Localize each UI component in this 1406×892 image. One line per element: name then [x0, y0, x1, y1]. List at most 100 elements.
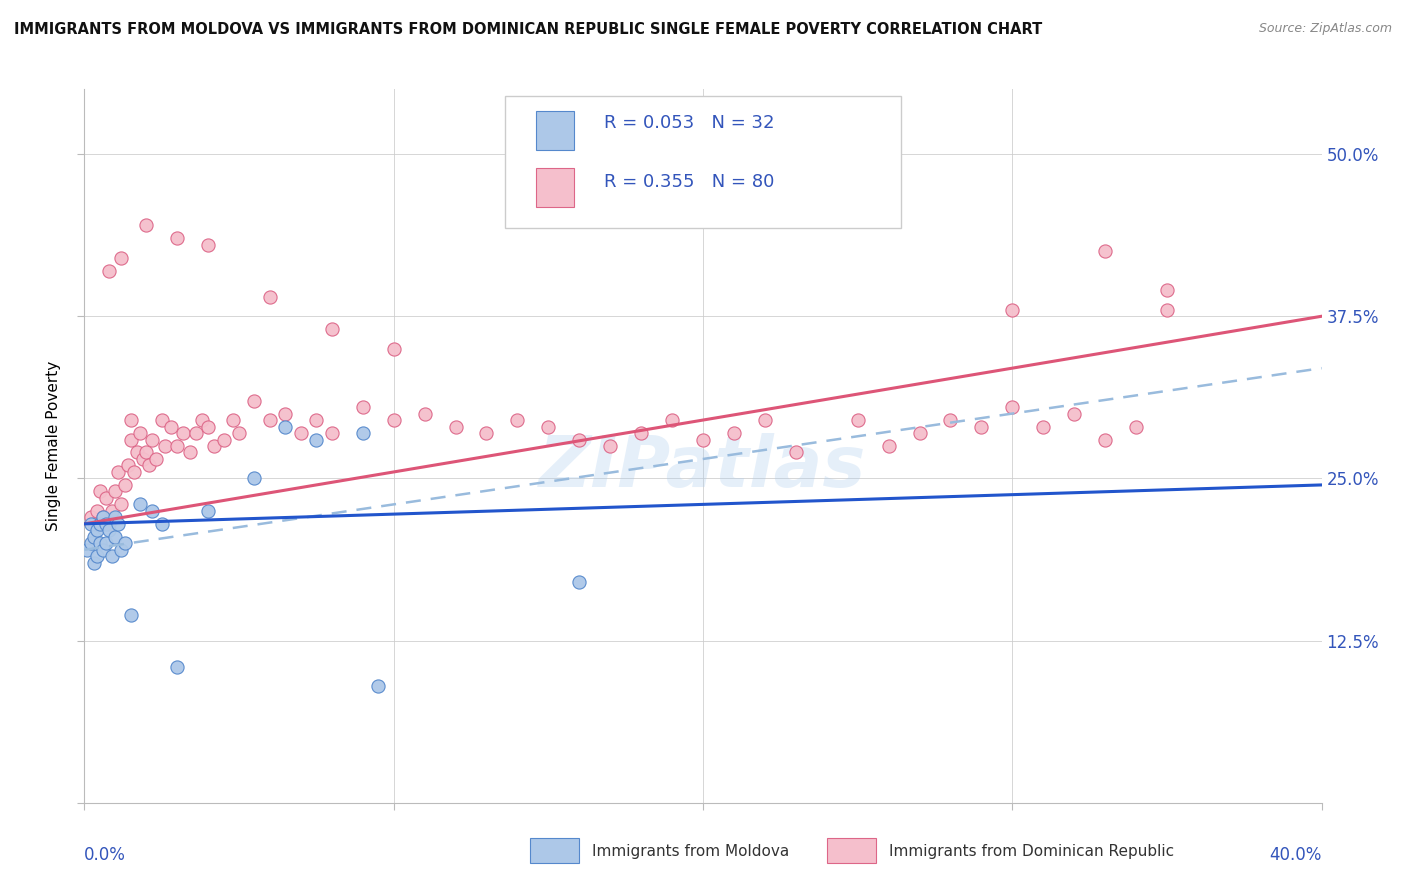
- Point: [94, 536, 117, 550]
- Text: IMMIGRANTS FROM MOLDOVA VS IMMIGRANTS FROM DOMINICAN REPUBLIC SINGLE FEMALE POVE: IMMIGRANTS FROM MOLDOVA VS IMMIGRANTS FR…: [14, 22, 1042, 37]
- Point: [305, 433, 328, 447]
- Point: [91, 510, 114, 524]
- Point: [1001, 400, 1024, 414]
- Point: [228, 425, 250, 440]
- Point: [132, 452, 155, 467]
- Point: [382, 342, 405, 356]
- Point: [1125, 419, 1147, 434]
- Point: [1063, 407, 1085, 421]
- Point: [970, 419, 993, 434]
- Text: 40.0%: 40.0%: [1270, 846, 1322, 863]
- FancyBboxPatch shape: [536, 111, 574, 150]
- Text: Immigrants from Moldova: Immigrants from Moldova: [592, 844, 789, 859]
- Point: [243, 471, 266, 485]
- Point: [191, 413, 214, 427]
- Point: [692, 433, 714, 447]
- Point: [120, 433, 142, 447]
- Point: [98, 524, 121, 538]
- Point: [382, 413, 405, 427]
- Point: [76, 542, 98, 557]
- FancyBboxPatch shape: [827, 838, 876, 863]
- Point: [352, 400, 374, 414]
- Point: [599, 439, 621, 453]
- Point: [150, 516, 173, 531]
- Point: [160, 419, 183, 434]
- Point: [1001, 302, 1024, 317]
- Point: [114, 536, 136, 550]
- Text: ZIPatlas: ZIPatlas: [540, 433, 866, 502]
- Point: [86, 549, 108, 564]
- Point: [785, 445, 807, 459]
- Point: [321, 322, 343, 336]
- Point: [222, 413, 245, 427]
- Point: [141, 504, 163, 518]
- Point: [89, 516, 111, 531]
- Point: [89, 516, 111, 531]
- Point: [1094, 433, 1116, 447]
- Point: [110, 542, 132, 557]
- Point: [107, 465, 129, 479]
- Point: [98, 264, 121, 278]
- Point: [79, 510, 101, 524]
- Point: [83, 556, 105, 570]
- Point: [94, 516, 117, 531]
- Point: [506, 413, 529, 427]
- Point: [145, 452, 167, 467]
- Point: [290, 425, 312, 440]
- Point: [908, 425, 931, 440]
- Point: [259, 413, 281, 427]
- Text: R = 0.355   N = 80: R = 0.355 N = 80: [605, 173, 775, 191]
- Point: [197, 238, 219, 252]
- Point: [939, 413, 962, 427]
- Point: [86, 504, 108, 518]
- Point: [877, 439, 900, 453]
- Point: [259, 290, 281, 304]
- Point: [104, 530, 127, 544]
- Point: [661, 413, 683, 427]
- Point: [101, 549, 124, 564]
- Point: [150, 413, 173, 427]
- Point: [1156, 302, 1178, 317]
- Point: [89, 484, 111, 499]
- Point: [202, 439, 225, 453]
- Point: [141, 433, 163, 447]
- Point: [117, 458, 139, 473]
- Point: [104, 510, 127, 524]
- Point: [91, 510, 114, 524]
- Point: [846, 413, 869, 427]
- Point: [568, 575, 591, 590]
- Point: [98, 516, 121, 531]
- Point: [135, 445, 157, 459]
- Point: [197, 419, 219, 434]
- Point: [86, 524, 108, 538]
- Point: [129, 497, 152, 511]
- Point: [125, 445, 148, 459]
- Text: 0.0%: 0.0%: [84, 846, 127, 863]
- FancyBboxPatch shape: [530, 838, 579, 863]
- Point: [1156, 283, 1178, 297]
- Point: [110, 251, 132, 265]
- Point: [101, 504, 124, 518]
- Point: [274, 419, 297, 434]
- Point: [1094, 244, 1116, 259]
- Point: [166, 439, 188, 453]
- Point: [444, 419, 467, 434]
- Point: [166, 659, 188, 673]
- Y-axis label: Single Female Poverty: Single Female Poverty: [46, 361, 62, 531]
- Point: [243, 393, 266, 408]
- Point: [274, 407, 297, 421]
- Point: [197, 504, 219, 518]
- Point: [122, 465, 145, 479]
- Point: [568, 433, 591, 447]
- Point: [94, 491, 117, 505]
- Point: [754, 413, 776, 427]
- Point: [305, 413, 328, 427]
- Point: [537, 419, 560, 434]
- Point: [110, 497, 132, 511]
- Point: [138, 458, 160, 473]
- Point: [107, 516, 129, 531]
- Point: [166, 231, 188, 245]
- FancyBboxPatch shape: [536, 168, 574, 207]
- Point: [120, 607, 142, 622]
- Point: [179, 445, 201, 459]
